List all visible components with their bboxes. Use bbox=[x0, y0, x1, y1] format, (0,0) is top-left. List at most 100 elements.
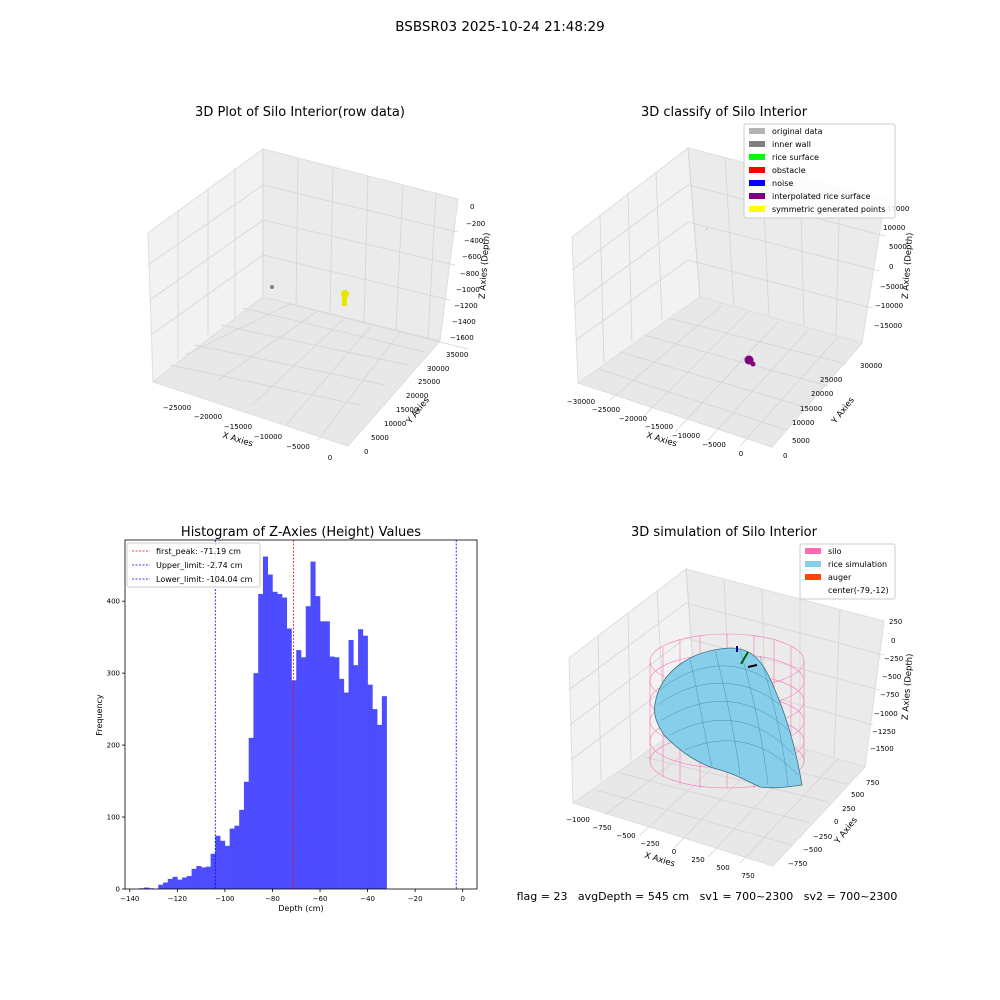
histogram-y-tick-label: 0 bbox=[116, 886, 120, 894]
histogram-x-tick-label: 0 bbox=[460, 895, 464, 903]
histogram-bar bbox=[205, 866, 211, 889]
raw-z-tick: −1200 bbox=[454, 302, 478, 310]
legend-label-rice-simulation: rice simulation bbox=[828, 560, 887, 569]
sim-x-ticks: −1000 −750 −500 −250 0 250 500 750 bbox=[566, 816, 755, 880]
histogram-bar bbox=[182, 877, 188, 889]
classify-legend: original data inner wall rice surface ob… bbox=[743, 123, 896, 219]
histogram-y-label: Frequency bbox=[95, 694, 104, 736]
histogram-bar bbox=[305, 606, 311, 889]
raw-x-tick: −25000 bbox=[163, 404, 191, 412]
sim-z-tick: −250 bbox=[884, 655, 903, 663]
histogram-bar bbox=[362, 635, 368, 889]
raw-y-tick: 30000 bbox=[427, 365, 449, 373]
classify-x-tick: −5000 bbox=[702, 441, 726, 449]
histogram-y-tick-label: 200 bbox=[107, 742, 120, 750]
sim-auger-black bbox=[747, 664, 758, 668]
raw-x-ticks: −25000 −20000 −15000 −10000 −5000 0 bbox=[163, 404, 332, 462]
figure-footer-status: flag = 23 avgDepth = 545 cm sv1 = 700~23… bbox=[517, 890, 898, 903]
histogram-bar bbox=[172, 876, 178, 889]
legend-swatch-noise bbox=[749, 180, 765, 186]
histogram-bar bbox=[301, 657, 307, 889]
classify-y-tick: 30000 bbox=[860, 362, 882, 370]
raw-z-tick: −1400 bbox=[452, 318, 476, 326]
classify-y-tick: 20000 bbox=[811, 390, 833, 398]
histogram-bars bbox=[139, 556, 387, 889]
histogram-x-tick-label: −100 bbox=[215, 895, 234, 903]
histogram-bar bbox=[343, 692, 349, 889]
legend-label-rice-surface: rice surface bbox=[772, 153, 819, 162]
histogram-bar bbox=[262, 556, 269, 889]
sim-y-tick: 0 bbox=[834, 818, 838, 826]
panel-histogram: Histogram of Z-Axies (Height) Values −14… bbox=[95, 525, 478, 913]
classify-x-ticks: −30000 −25000 −20000 −15000 −10000 −5000… bbox=[567, 398, 743, 458]
raw-z-label: Z Axies (Depth) bbox=[478, 232, 493, 299]
classify-z-tick: 15000 bbox=[887, 205, 909, 213]
classify-y-tick: 5000 bbox=[792, 437, 810, 445]
sim-x-tick: 0 bbox=[672, 848, 676, 856]
sim-y-tick: −750 bbox=[788, 860, 807, 868]
histogram-axes-frame bbox=[124, 539, 478, 890]
simulation-legend-frame bbox=[799, 543, 896, 600]
raw-x-tick: −10000 bbox=[254, 433, 282, 441]
panel-classify-3d: 3D classify of Silo Interior −30000 −250… bbox=[567, 105, 915, 460]
simulation-legend: silo rice simulation auger center(-79,-1… bbox=[799, 543, 896, 600]
legend-label-symmetric: symmetric generated points bbox=[772, 205, 885, 214]
histogram-bar bbox=[144, 887, 150, 889]
sim-z-tick: −500 bbox=[882, 673, 901, 681]
histogram-bar bbox=[348, 640, 354, 889]
classify-z-tick: −15000 bbox=[874, 322, 902, 330]
classify-x-tick: −30000 bbox=[567, 398, 595, 406]
sim-z-tick: −1500 bbox=[870, 745, 894, 753]
histogram-bar bbox=[291, 680, 297, 889]
classify-z-tick: −5000 bbox=[880, 283, 904, 291]
histogram-bar bbox=[177, 879, 183, 889]
legend-swatch-original-data bbox=[749, 128, 765, 134]
histogram-bar bbox=[272, 591, 278, 889]
histogram-bar bbox=[191, 868, 197, 889]
classify-y-label: Y Axies bbox=[829, 395, 857, 427]
raw-x-label: X Axies bbox=[221, 431, 254, 450]
histogram-bar bbox=[234, 825, 240, 889]
classify-y-ticks: 0 5000 10000 15000 20000 25000 30000 bbox=[783, 362, 882, 460]
classify-y-tick: 0 bbox=[783, 452, 787, 460]
sim-z-tick: 0 bbox=[891, 637, 895, 645]
classify-panel-title: 3D classify of Silo Interior bbox=[641, 105, 808, 120]
raw-y-tick: 0 bbox=[364, 448, 368, 456]
legend-swatch-inner-wall bbox=[749, 141, 765, 147]
sim-y-tick: 750 bbox=[866, 779, 879, 787]
sim-x-tick: −750 bbox=[592, 824, 611, 832]
histogram-legend-frame bbox=[126, 542, 261, 588]
classify-gridlines bbox=[571, 147, 886, 447]
legend-swatch-rice-surface bbox=[749, 154, 765, 160]
histogram-bar bbox=[267, 574, 273, 889]
raw-x-tick: 0 bbox=[328, 454, 332, 462]
sim-rice-mesh bbox=[657, 649, 799, 787]
histogram-x-label: Depth (cm) bbox=[278, 904, 323, 913]
raw-z-tick: −1000 bbox=[456, 286, 480, 294]
legend-label-auger: auger bbox=[828, 573, 852, 582]
legend-label-silo: silo bbox=[828, 547, 842, 556]
sim-z-ticks: 250 0 −250 −500 −750 −1000 −1250 −1500 bbox=[870, 618, 903, 753]
classify-original-point bbox=[706, 228, 708, 230]
histogram-bar bbox=[277, 593, 283, 889]
histogram-bar bbox=[310, 561, 316, 889]
histogram-x-tick-label: −80 bbox=[265, 895, 280, 903]
legend-label-original-data: original data bbox=[772, 127, 823, 136]
raw-y-tick: 5000 bbox=[371, 434, 389, 442]
legend-label-noise: noise bbox=[772, 179, 793, 188]
classify-z-ticks: 15000 10000 5000 0 −5000 −10000 −15000 bbox=[874, 205, 909, 330]
sim-x-tick: −250 bbox=[640, 840, 659, 848]
histogram-bar bbox=[158, 884, 164, 889]
histogram-bar bbox=[258, 593, 264, 889]
raw-z-tick: −200 bbox=[466, 220, 485, 228]
classify-y-tick: 10000 bbox=[792, 419, 814, 427]
histogram-bar bbox=[367, 684, 373, 889]
legend-label-obstacle: obstacle bbox=[772, 166, 806, 175]
legend-label-interpolated: interpolated rice surface bbox=[772, 192, 870, 201]
histogram-bar bbox=[167, 878, 173, 889]
raw-z-tick: −800 bbox=[460, 270, 479, 278]
classify-legend-frame bbox=[743, 123, 896, 219]
histogram-bar bbox=[243, 781, 249, 889]
raw-x-tick: −5000 bbox=[286, 443, 310, 451]
raw-z-tick: −1600 bbox=[450, 334, 474, 342]
